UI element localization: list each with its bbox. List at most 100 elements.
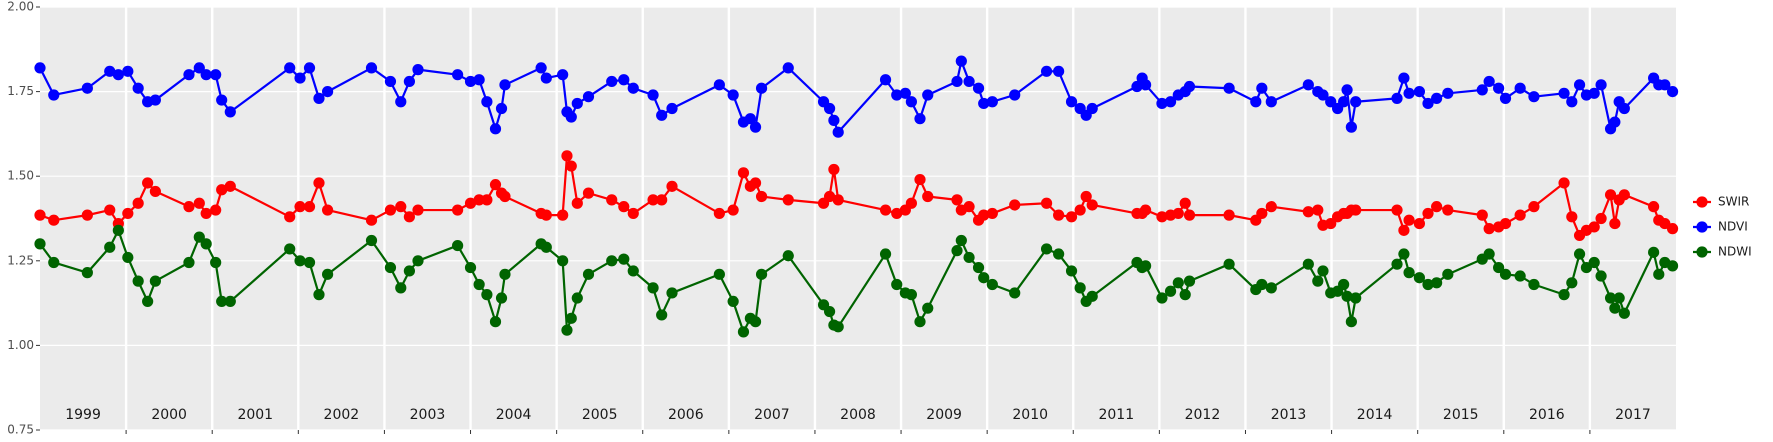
data-point <box>879 248 892 260</box>
year-label: 2008 <box>840 407 876 423</box>
data-point <box>1499 268 1512 280</box>
data-point <box>1618 189 1630 201</box>
data-point <box>200 238 212 250</box>
data-point <box>1609 116 1621 128</box>
data-point <box>1074 204 1086 216</box>
data-point <box>823 102 836 115</box>
data-point <box>823 190 836 203</box>
data-point <box>210 256 222 269</box>
legend-label: SWIR <box>1718 195 1749 209</box>
data-point <box>489 123 502 135</box>
data-point <box>81 82 93 94</box>
data-point <box>1573 79 1586 91</box>
data-point <box>922 190 934 203</box>
data-point <box>1009 89 1021 101</box>
data-point <box>972 261 985 274</box>
data-point <box>1398 248 1410 260</box>
data-point <box>755 82 768 94</box>
data-point <box>1422 207 1434 220</box>
data-point <box>1666 86 1679 98</box>
data-point <box>412 204 424 216</box>
year-label: 1999 <box>65 407 101 423</box>
data-point <box>922 89 934 101</box>
data-point <box>582 268 595 280</box>
data-point <box>618 74 630 86</box>
data-point <box>481 194 493 206</box>
data-point <box>224 295 236 308</box>
data-point <box>489 179 502 191</box>
data-point <box>224 106 236 118</box>
data-point <box>1398 72 1410 84</box>
data-point <box>647 194 659 206</box>
data-point <box>823 305 836 318</box>
data-point <box>122 251 134 264</box>
data-point <box>571 292 583 304</box>
data-point <box>1086 199 1098 211</box>
data-point <box>891 207 903 220</box>
data-point <box>832 126 844 138</box>
data-point <box>986 96 998 108</box>
data-point <box>210 204 222 216</box>
data-point <box>303 256 316 269</box>
data-point <box>132 275 144 287</box>
data-point <box>104 204 116 216</box>
data-point <box>879 204 892 216</box>
y-tick-label: 0.75 <box>7 423 34 437</box>
data-point <box>365 62 378 74</box>
data-point <box>495 102 508 115</box>
data-point <box>666 287 678 299</box>
data-point <box>1595 270 1607 282</box>
data-point <box>1595 79 1607 91</box>
data-point <box>1256 207 1268 220</box>
year-label: 2016 <box>1529 407 1565 423</box>
data-point <box>565 312 577 324</box>
data-point <box>464 197 477 209</box>
data-point <box>395 282 407 294</box>
data-point <box>1499 92 1512 104</box>
data-point <box>565 160 577 172</box>
data-point <box>1528 201 1540 213</box>
data-point <box>1256 82 1268 94</box>
data-point <box>1431 277 1443 289</box>
data-point <box>1403 87 1415 99</box>
year-label: 2006 <box>668 407 704 423</box>
data-point <box>1156 292 1168 304</box>
data-point <box>1431 201 1443 213</box>
data-point <box>1080 190 1092 203</box>
year-label: 2014 <box>1357 407 1393 423</box>
data-point <box>1648 201 1660 213</box>
data-point <box>1566 96 1578 108</box>
data-point <box>1312 275 1324 287</box>
y-tick-label: 2.00 <box>7 0 34 14</box>
data-point <box>193 197 205 209</box>
data-point <box>1040 197 1053 209</box>
data-point <box>540 241 552 253</box>
data-point <box>321 204 334 216</box>
data-point <box>1514 82 1526 94</box>
data-point <box>48 89 60 101</box>
data-point <box>1618 307 1630 319</box>
data-point <box>1302 79 1314 91</box>
data-point <box>1009 287 1021 299</box>
data-point <box>313 289 325 301</box>
data-point <box>384 261 397 274</box>
data-point <box>1341 290 1353 302</box>
data-point <box>1413 217 1426 230</box>
data-point <box>1317 89 1329 101</box>
data-point <box>1223 82 1235 94</box>
data-point <box>34 238 46 250</box>
data-point <box>1499 217 1512 230</box>
data-point <box>395 96 407 108</box>
data-point <box>1183 209 1196 221</box>
data-point <box>1609 217 1621 230</box>
year-label: 2017 <box>1615 407 1651 423</box>
data-point <box>618 253 630 265</box>
data-point <box>828 163 840 176</box>
data-point <box>1139 204 1152 216</box>
data-point <box>914 316 926 328</box>
data-point <box>183 201 195 213</box>
data-point <box>1514 270 1526 282</box>
data-point <box>561 150 573 162</box>
year-label: 2007 <box>754 407 790 423</box>
data-point <box>749 177 762 189</box>
